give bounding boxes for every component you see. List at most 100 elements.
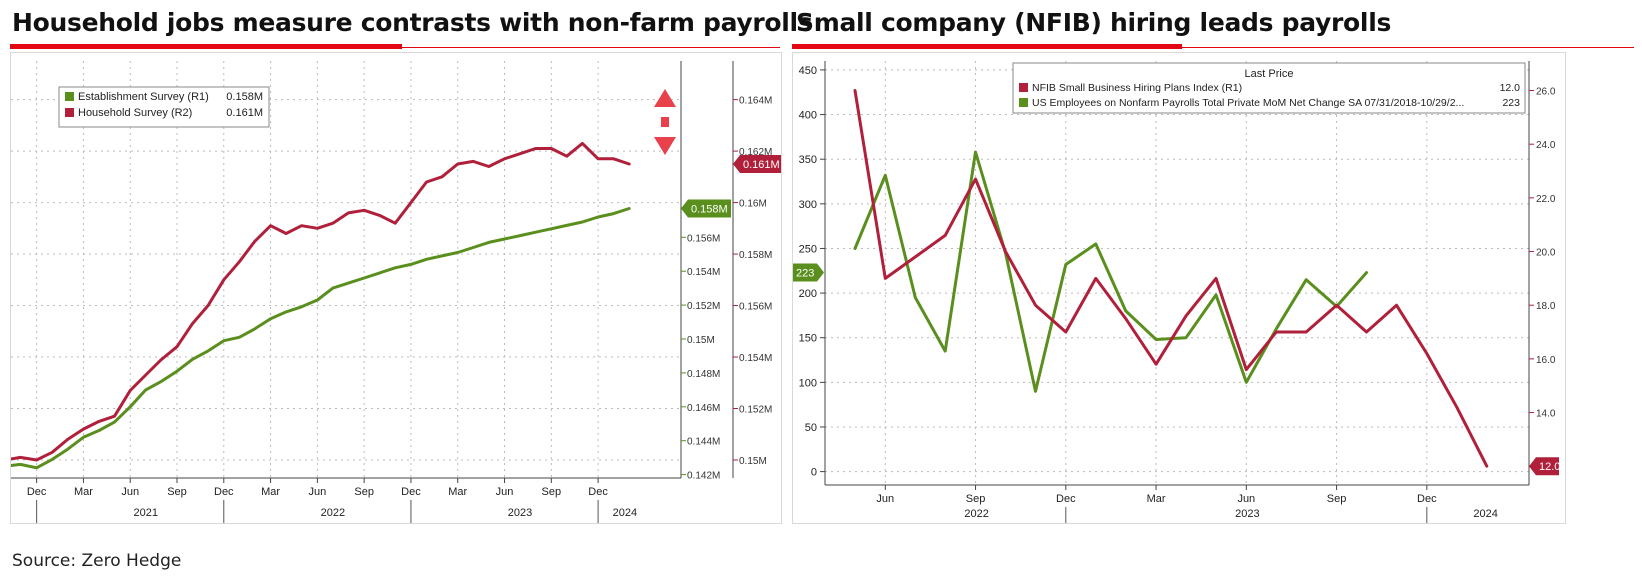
left-x-tick-label-8: Dec (401, 486, 421, 498)
left-x-tick-label-12: Dec (588, 486, 608, 498)
left-r1-tick-label-5: 0.152M (687, 301, 720, 312)
right-x-tick-label-1: Sep (966, 493, 986, 505)
left-year-label-3: 2024 (613, 507, 637, 519)
left-r1-tick-label-4: 0.15M (687, 335, 715, 346)
left-r2-tick-label-2: 0.154M (739, 353, 772, 364)
left-establishment-last-value: 0.158M (691, 203, 728, 215)
right-x-tick-label-0: Jun (876, 493, 894, 505)
left-chart-svg: Dec Mar Jun Sep Dec Mar Jun Sep Dec Mar Jun Sep Dec 2… (11, 61, 781, 523)
left-legend-box (58, 86, 270, 128)
left-r2-tick-label-5: 0.16M (739, 199, 767, 210)
left-x-tick-label-5: Mar (261, 486, 280, 498)
left-legend-label-1: Household Survey (R2) (78, 107, 192, 119)
left-title-underline (10, 44, 402, 49)
left-r1-tick-label-1: 0.144M (687, 437, 720, 448)
right-right-tick-label-3: 20.0 (1536, 248, 1556, 259)
down-arrow-icon (654, 137, 676, 155)
left-r1-tick-label-7: 0.156M (687, 233, 720, 244)
left-x-tick-label-2: Jun (121, 486, 139, 498)
right-left-tick-label-6: 300 (799, 199, 817, 211)
right-series-payrolls-line (853, 150, 1368, 393)
right-legend-box (1012, 62, 1526, 114)
left-household-last-value-bg (733, 154, 781, 173)
left-x-tick-label-11: Sep (542, 486, 562, 498)
right-legend-value-1: 223 (1502, 97, 1520, 109)
right-x-tick-label-2: Dec (1056, 493, 1076, 505)
right-year-label-0: 2022 (964, 508, 988, 520)
left-r2-tick-label-1: 0.152M (739, 405, 772, 416)
left-household-last-value: 0.161M (743, 159, 780, 171)
right-x-tick-label-6: Dec (1417, 493, 1437, 505)
right-right-tick-label-5: 24.0 (1536, 140, 1556, 151)
right-legend-label-1: US Employees on Nonfarm Payrolls Total P… (1032, 97, 1464, 109)
right-left-tick-label-7: 350 (799, 154, 817, 166)
arrow-connector-icon (661, 117, 669, 127)
right-legend-label-0: NFIB Small Business Hiring Plans Index (… (1032, 82, 1242, 94)
left-x-tick-label-9: Mar (448, 486, 467, 498)
left-series-establishment-line (11, 207, 631, 470)
left-legend-swatch-1 (65, 108, 74, 117)
left-r2-tick-label-7: 0.164M (739, 96, 772, 107)
right-year-label-2: 2024 (1473, 508, 1497, 520)
left-legend-value-0: 0.158M (226, 91, 263, 103)
right-legend-header: Last Price (1245, 68, 1294, 80)
right-left-tick-label-5: 250 (799, 243, 817, 255)
left-r1-tick-label-0: 0.142M (687, 471, 720, 482)
left-r1-tick-label-3: 0.148M (687, 369, 720, 380)
right-left-tick-label-4: 200 (799, 288, 817, 300)
up-arrow-icon (654, 89, 676, 107)
left-r2-tick-label-6: 0.162M (739, 147, 772, 158)
left-x-tick-label-10: Jun (496, 486, 514, 498)
right-legend-value-0: 12.0 (1500, 82, 1521, 94)
left-r2-tick-label-0: 0.15M (739, 456, 767, 467)
left-legend-swatch-0 (65, 92, 74, 101)
left-x-tick-label-0: Dec (27, 486, 47, 498)
right-legend-swatch-1 (1019, 98, 1028, 107)
right-legend-swatch-0 (1019, 83, 1028, 92)
left-x-tick-label-3: Sep (167, 486, 187, 498)
right-payrolls-last-value: 223 (796, 268, 814, 280)
left-r2-tick-label-3: 0.156M (739, 302, 772, 313)
right-x-tick-label-3: Mar (1147, 493, 1166, 505)
left-year-label-1: 2022 (321, 507, 345, 519)
left-r2-tick-label-4: 0.158M (739, 250, 772, 261)
left-x-tick-label-1: Mar (74, 486, 93, 498)
left-year-label-0: 2021 (134, 507, 158, 519)
right-payrolls-last-value-bg (793, 263, 824, 282)
source-note: Source: Zero Hedge (12, 551, 182, 571)
right-left-tick-label-9: 450 (799, 65, 817, 77)
right-x-tick-label-4: Jun (1237, 493, 1255, 505)
right-title-underline (792, 44, 1182, 49)
right-title-rule (792, 47, 1634, 48)
left-establishment-last-value-bg (681, 199, 731, 218)
left-legend: Establishment Survey (R1) 0.158M Household… (58, 86, 270, 128)
right-chart-svg: 0 50 100 150 200 250 300 350 400 450 14.0 16.0 18.0 2… (793, 61, 1560, 523)
right-x-tick-label-5: Sep (1327, 493, 1347, 505)
left-year-label-2: 2023 (508, 507, 532, 519)
right-chart-title: Small company (NFIB) hiring leads payrol… (796, 8, 1392, 37)
right-year-label-1: 2023 (1235, 508, 1259, 520)
right-left-tick-label-2: 100 (799, 377, 817, 389)
left-title-rule (10, 47, 780, 48)
left-r1-tick-label-2: 0.146M (687, 403, 720, 414)
right-nfib-last-value-bg (1529, 457, 1559, 476)
right-chart-panel: 0 50 100 150 200 250 300 350 400 450 14.0 16.0 18.0 2… (792, 52, 1566, 524)
left-x-tick-label-7: Sep (354, 486, 374, 498)
right-left-tick-label-0: 0 (811, 467, 817, 479)
left-legend-value-1: 0.161M (226, 107, 263, 119)
right-left-tick-label-3: 150 (799, 333, 817, 345)
right-left-tick-label-8: 400 (799, 110, 817, 122)
left-x-tick-label-4: Dec (214, 486, 234, 498)
left-r1-tick-label-6: 0.154M (687, 267, 720, 278)
right-right-tick-label-2: 18.0 (1536, 301, 1556, 312)
right-right-tick-label-6: 26.0 (1536, 87, 1556, 98)
left-series-household-line (11, 141, 631, 462)
right-right-tick-label-0: 14.0 (1536, 409, 1556, 420)
left-chart-panel: Dec Mar Jun Sep Dec Mar Jun Sep Dec Mar Jun Sep Dec 2… (10, 52, 782, 524)
right-series-nfib-line (853, 89, 1489, 468)
right-right-tick-label-4: 22.0 (1536, 194, 1556, 205)
right-left-tick-label-1: 50 (805, 422, 817, 434)
right-right-tick-label-1: 16.0 (1536, 355, 1556, 366)
right-nfib-last-value: 12.0 (1539, 461, 1560, 473)
